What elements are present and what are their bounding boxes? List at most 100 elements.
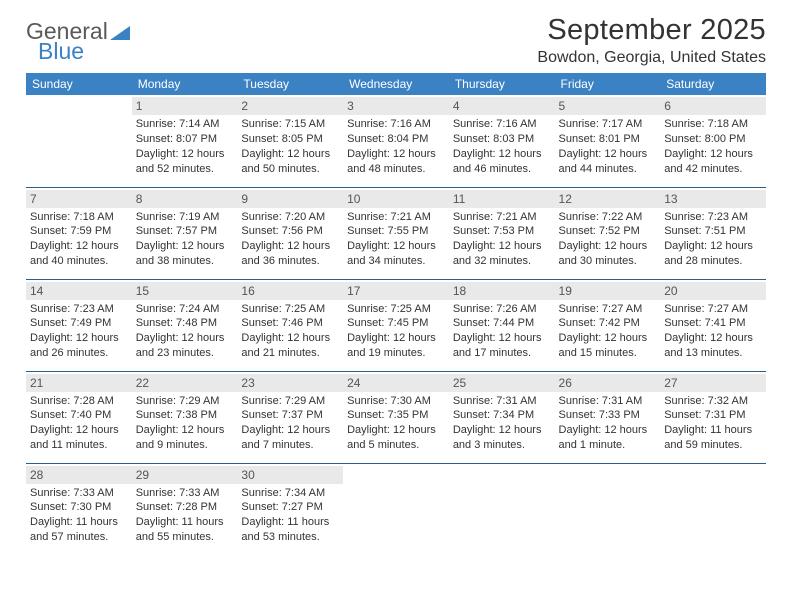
sunrise-text: Sunrise: 7:21 AM bbox=[453, 210, 551, 225]
day-info: Sunrise: 7:31 AMSunset: 7:33 PMDaylight:… bbox=[559, 394, 657, 453]
daylight-text: Daylight: 12 hours and 5 minutes. bbox=[347, 423, 445, 453]
day-cell: 2Sunrise: 7:15 AMSunset: 8:05 PMDaylight… bbox=[237, 95, 343, 187]
day-cell: 5Sunrise: 7:17 AMSunset: 8:01 PMDaylight… bbox=[555, 95, 661, 187]
sunrise-text: Sunrise: 7:32 AM bbox=[664, 394, 762, 409]
day-cell bbox=[660, 463, 766, 555]
sunset-text: Sunset: 8:01 PM bbox=[559, 132, 657, 147]
sunset-text: Sunset: 7:35 PM bbox=[347, 408, 445, 423]
sunrise-text: Sunrise: 7:19 AM bbox=[136, 210, 234, 225]
sunset-text: Sunset: 8:04 PM bbox=[347, 132, 445, 147]
day-cell: 3Sunrise: 7:16 AMSunset: 8:04 PMDaylight… bbox=[343, 95, 449, 187]
day-number: 19 bbox=[555, 282, 661, 300]
daylight-text: Daylight: 12 hours and 17 minutes. bbox=[453, 331, 551, 361]
day-info: Sunrise: 7:31 AMSunset: 7:34 PMDaylight:… bbox=[453, 394, 551, 453]
sunrise-text: Sunrise: 7:14 AM bbox=[136, 117, 234, 132]
sunset-text: Sunset: 7:40 PM bbox=[30, 408, 128, 423]
sunset-text: Sunset: 7:52 PM bbox=[559, 224, 657, 239]
day-cell: 13 Sunrise: 7:23 AMSunset: 7:51 PMDayligh… bbox=[660, 187, 766, 279]
sunset-text: Sunset: 7:30 PM bbox=[30, 500, 128, 515]
day-number: 6 bbox=[660, 97, 766, 115]
daylight-text: Daylight: 12 hours and 19 minutes. bbox=[347, 331, 445, 361]
sunrise-text: Sunrise: 7:15 AM bbox=[241, 117, 339, 132]
day-number: 22 bbox=[132, 374, 238, 392]
week-row: 28Sunrise: 7:33 AMSunset: 7:30 PMDayligh… bbox=[26, 463, 766, 555]
sunset-text: Sunset: 7:41 PM bbox=[664, 316, 762, 331]
day-number: 30 bbox=[237, 466, 343, 484]
sunset-text: Sunset: 7:28 PM bbox=[136, 500, 234, 515]
daylight-text: Daylight: 12 hours and 50 minutes. bbox=[241, 147, 339, 177]
sunrise-text: Sunrise: 7:20 AM bbox=[241, 210, 339, 225]
day-cell bbox=[26, 95, 132, 187]
sunrise-text: Sunrise: 7:31 AM bbox=[559, 394, 657, 409]
day-cell: 26 Sunrise: 7:31 AMSunset: 7:33 PMDayligh… bbox=[555, 371, 661, 463]
day-cell: 9 Sunrise: 7:20 AMSunset: 7:56 PMDaylight… bbox=[237, 187, 343, 279]
day-info: Sunrise: 7:25 AMSunset: 7:45 PMDaylight:… bbox=[347, 302, 445, 361]
day-cell: 11Sunrise: 7:21 AMSunset: 7:53 PMDayligh… bbox=[449, 187, 555, 279]
day-number: 13 bbox=[660, 190, 766, 208]
sunrise-text: Sunrise: 7:21 AM bbox=[347, 210, 445, 225]
day-header-sun: Sunday bbox=[26, 73, 132, 95]
day-header-row: Sunday Monday Tuesday Wednesday Thursday… bbox=[26, 73, 766, 95]
day-info: Sunrise: 7:16 AMSunset: 8:04 PMDaylight:… bbox=[347, 117, 445, 176]
week-row: 14Sunrise: 7:23 AMSunset: 7:49 PMDayligh… bbox=[26, 279, 766, 371]
sunset-text: Sunset: 7:34 PM bbox=[453, 408, 551, 423]
sunset-text: Sunset: 7:38 PM bbox=[136, 408, 234, 423]
day-number: 26 bbox=[555, 374, 661, 392]
daylight-text: Daylight: 12 hours and 26 minutes. bbox=[30, 331, 128, 361]
day-header-sat: Saturday bbox=[660, 73, 766, 95]
daylight-text: Daylight: 12 hours and 23 minutes. bbox=[136, 331, 234, 361]
day-info: Sunrise: 7:23 AMSunset: 7:51 PMDaylight:… bbox=[664, 210, 762, 269]
day-cell: 18Sunrise: 7:26 AMSunset: 7:44 PMDayligh… bbox=[449, 279, 555, 371]
month-title: September 2025 bbox=[537, 14, 766, 47]
daylight-text: Daylight: 12 hours and 36 minutes. bbox=[241, 239, 339, 269]
daylight-text: Daylight: 12 hours and 42 minutes. bbox=[664, 147, 762, 177]
title-block: September 2025 Bowdon, Georgia, United S… bbox=[537, 14, 766, 67]
sunrise-text: Sunrise: 7:27 AM bbox=[559, 302, 657, 317]
day-cell: 21Sunrise: 7:28 AMSunset: 7:40 PMDayligh… bbox=[26, 371, 132, 463]
day-cell: 30Sunrise: 7:34 AMSunset: 7:27 PMDayligh… bbox=[237, 463, 343, 555]
sunset-text: Sunset: 7:57 PM bbox=[136, 224, 234, 239]
day-number: 25 bbox=[449, 374, 555, 392]
day-cell: 15Sunrise: 7:24 AMSunset: 7:48 PMDayligh… bbox=[132, 279, 238, 371]
daylight-text: Daylight: 12 hours and 38 minutes. bbox=[136, 239, 234, 269]
day-cell: 12Sunrise: 7:22 AMSunset: 7:52 PMDayligh… bbox=[555, 187, 661, 279]
sunset-text: Sunset: 7:42 PM bbox=[559, 316, 657, 331]
day-number: 24 bbox=[343, 374, 449, 392]
week-row: 7Sunrise: 7:18 AMSunset: 7:59 PMDaylight… bbox=[26, 187, 766, 279]
day-number: 8 bbox=[132, 190, 238, 208]
day-header-tue: Tuesday bbox=[237, 73, 343, 95]
day-cell: 22Sunrise: 7:29 AMSunset: 7:38 PMDayligh… bbox=[132, 371, 238, 463]
day-cell: 27 Sunrise: 7:32 AMSunset: 7:31 PMDayligh… bbox=[660, 371, 766, 463]
sunset-text: Sunset: 7:56 PM bbox=[241, 224, 339, 239]
daylight-text: Daylight: 11 hours and 53 minutes. bbox=[241, 515, 339, 545]
sunrise-text: Sunrise: 7:27 AM bbox=[664, 302, 762, 317]
day-number: 1 bbox=[132, 97, 238, 115]
sunrise-text: Sunrise: 7:29 AM bbox=[241, 394, 339, 409]
day-info: Sunrise: 7:23 AMSunset: 7:49 PMDaylight:… bbox=[30, 302, 128, 361]
day-header-wed: Wednesday bbox=[343, 73, 449, 95]
daylight-text: Daylight: 12 hours and 40 minutes. bbox=[30, 239, 128, 269]
day-cell: 23Sunrise: 7:29 AMSunset: 7:37 PMDayligh… bbox=[237, 371, 343, 463]
sunset-text: Sunset: 7:59 PM bbox=[30, 224, 128, 239]
logo: General Blue bbox=[26, 14, 130, 63]
sunset-text: Sunset: 7:49 PM bbox=[30, 316, 128, 331]
day-cell: 1Sunrise: 7:14 AMSunset: 8:07 PMDaylight… bbox=[132, 95, 238, 187]
day-number: 27 bbox=[660, 374, 766, 392]
day-number: 18 bbox=[449, 282, 555, 300]
sunrise-text: Sunrise: 7:34 AM bbox=[241, 486, 339, 501]
day-info: Sunrise: 7:20 AMSunset: 7:56 PMDaylight:… bbox=[241, 210, 339, 269]
daylight-text: Daylight: 12 hours and 34 minutes. bbox=[347, 239, 445, 269]
day-cell: 6Sunrise: 7:18 AMSunset: 8:00 PMDaylight… bbox=[660, 95, 766, 187]
daylight-text: Daylight: 12 hours and 28 minutes. bbox=[664, 239, 762, 269]
day-number: 9 bbox=[237, 190, 343, 208]
day-header-mon: Monday bbox=[132, 73, 238, 95]
day-info: Sunrise: 7:27 AMSunset: 7:41 PMDaylight:… bbox=[664, 302, 762, 361]
day-info: Sunrise: 7:30 AMSunset: 7:35 PMDaylight:… bbox=[347, 394, 445, 453]
sunrise-text: Sunrise: 7:16 AM bbox=[347, 117, 445, 132]
day-number: 28 bbox=[26, 466, 132, 484]
day-info: Sunrise: 7:21 AMSunset: 7:53 PMDaylight:… bbox=[453, 210, 551, 269]
day-info: Sunrise: 7:22 AMSunset: 7:52 PMDaylight:… bbox=[559, 210, 657, 269]
day-info: Sunrise: 7:19 AMSunset: 7:57 PMDaylight:… bbox=[136, 210, 234, 269]
day-info: Sunrise: 7:32 AMSunset: 7:31 PMDaylight:… bbox=[664, 394, 762, 453]
day-number: 29 bbox=[132, 466, 238, 484]
